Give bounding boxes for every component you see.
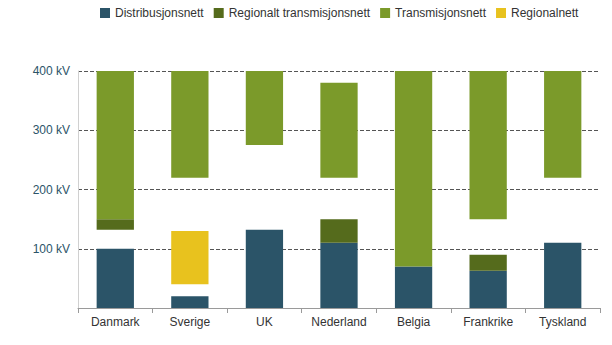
svg-text:100 kV: 100 kV bbox=[33, 242, 70, 256]
svg-text:400 kV: 400 kV bbox=[33, 64, 70, 78]
svg-text:Distribusjonsnett: Distribusjonsnett bbox=[115, 6, 204, 20]
svg-text:UK: UK bbox=[256, 315, 273, 329]
svg-text:200 kV: 200 kV bbox=[33, 183, 70, 197]
svg-text:Transmisjonsnett: Transmisjonsnett bbox=[395, 6, 487, 20]
svg-text:Regionalt transmisjonsnett: Regionalt transmisjonsnett bbox=[229, 6, 371, 20]
svg-text:Sverige: Sverige bbox=[170, 315, 211, 329]
svg-text:Belgia: Belgia bbox=[397, 315, 431, 329]
svg-text:Frankrike: Frankrike bbox=[463, 315, 513, 329]
svg-text:Tyskland: Tyskland bbox=[539, 315, 586, 329]
svg-text:300 kV: 300 kV bbox=[33, 123, 70, 137]
svg-text:Regionalnett: Regionalnett bbox=[511, 6, 579, 20]
svg-text:Nederland: Nederland bbox=[311, 315, 366, 329]
svg-text:Danmark: Danmark bbox=[91, 315, 141, 329]
